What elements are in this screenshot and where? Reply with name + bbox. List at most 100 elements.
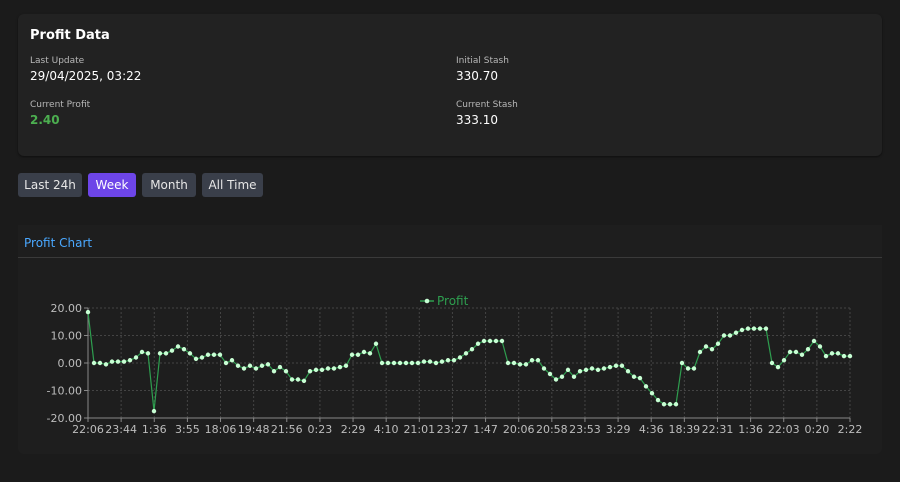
profit-data-point[interactable] <box>355 352 361 357</box>
profit-data-point[interactable] <box>577 369 583 374</box>
profit-data-point[interactable] <box>697 349 703 355</box>
profit-data-point[interactable] <box>565 367 571 373</box>
profit-data-point[interactable] <box>259 363 265 368</box>
profit-data-point[interactable] <box>361 349 367 355</box>
profit-data-point[interactable] <box>199 355 205 360</box>
profit-data-point[interactable] <box>289 377 295 382</box>
profit-data-point[interactable] <box>127 358 133 363</box>
profit-data-point[interactable] <box>493 338 499 344</box>
profit-data-point[interactable] <box>553 377 559 382</box>
profit-data-point[interactable] <box>109 359 115 364</box>
profit-data-point[interactable] <box>469 347 475 352</box>
profit-data-point[interactable] <box>103 362 109 367</box>
profit-data-point[interactable] <box>517 362 523 367</box>
profit-data-point[interactable] <box>229 358 235 363</box>
profit-data-point[interactable] <box>223 360 229 366</box>
profit-data-point[interactable] <box>499 338 505 344</box>
profit-data-point[interactable] <box>685 366 691 371</box>
profit-data-point[interactable] <box>817 344 823 349</box>
profit-data-point[interactable] <box>121 359 127 364</box>
profit-data-point[interactable] <box>709 347 715 352</box>
profit-data-point[interactable] <box>397 360 403 366</box>
profit-data-point[interactable] <box>607 364 613 370</box>
profit-data-point[interactable] <box>439 359 445 364</box>
profit-data-point[interactable] <box>793 349 799 355</box>
profit-data-point[interactable] <box>589 366 595 371</box>
profit-data-point[interactable] <box>181 347 187 352</box>
profit-data-point[interactable] <box>391 360 397 366</box>
profit-data-point[interactable] <box>763 326 769 331</box>
profit-data-point[interactable] <box>679 360 685 366</box>
profit-data-point[interactable] <box>535 358 541 363</box>
profit-data-point[interactable] <box>721 333 727 338</box>
profit-data-point[interactable] <box>241 366 247 371</box>
profit-data-point[interactable] <box>847 353 853 359</box>
profit-data-point[interactable] <box>655 397 661 403</box>
range-button-month[interactable]: Month <box>142 173 196 197</box>
profit-data-point[interactable] <box>265 362 271 367</box>
profit-data-point[interactable] <box>187 351 193 356</box>
profit-data-point[interactable] <box>667 402 673 407</box>
profit-data-point[interactable] <box>787 349 793 355</box>
profit-data-point[interactable] <box>409 360 415 366</box>
profit-data-point[interactable] <box>781 358 787 363</box>
profit-data-point[interactable] <box>313 367 319 373</box>
profit-data-point[interactable] <box>799 352 805 357</box>
profit-data-point[interactable] <box>373 341 379 346</box>
profit-data-point[interactable] <box>415 360 421 366</box>
range-button-last-24h[interactable]: Last 24h <box>18 173 82 197</box>
profit-data-point[interactable] <box>643 384 649 389</box>
profit-data-point[interactable] <box>211 352 217 357</box>
profit-data-point[interactable] <box>139 349 145 355</box>
profit-data-point[interactable] <box>175 344 181 349</box>
profit-data-point[interactable] <box>835 351 841 356</box>
profit-data-point[interactable] <box>649 391 655 396</box>
profit-data-point[interactable] <box>481 338 487 344</box>
profit-data-point[interactable] <box>703 344 709 349</box>
profit-data-point[interactable] <box>487 338 493 344</box>
profit-data-point[interactable] <box>613 363 619 368</box>
profit-data-point[interactable] <box>673 402 679 407</box>
profit-data-point[interactable] <box>115 359 121 364</box>
profit-data-point[interactable] <box>463 351 469 356</box>
range-button-all-time[interactable]: All Time <box>202 173 263 197</box>
chart-legend[interactable]: Profit <box>420 294 469 308</box>
profit-data-point[interactable] <box>505 360 511 366</box>
profit-data-point[interactable] <box>571 374 577 379</box>
profit-data-point[interactable] <box>691 366 697 371</box>
profit-data-point[interactable] <box>379 360 385 366</box>
profit-data-point[interactable] <box>337 364 343 370</box>
profit-data-point[interactable] <box>91 360 97 366</box>
profit-data-point[interactable] <box>529 358 535 363</box>
profit-data-point[interactable] <box>145 351 151 356</box>
profit-data-point[interactable] <box>301 378 307 384</box>
profit-data-point[interactable] <box>757 326 763 331</box>
profit-data-point[interactable] <box>385 360 391 366</box>
profit-data-point[interactable] <box>547 371 553 377</box>
profit-data-point[interactable] <box>295 377 301 382</box>
profit-data-point[interactable] <box>253 366 259 371</box>
profit-data-point[interactable] <box>715 341 721 346</box>
profit-data-point[interactable] <box>331 366 337 371</box>
profit-data-point[interactable] <box>637 375 643 381</box>
profit-data-point[interactable] <box>769 360 775 366</box>
profit-data-point[interactable] <box>421 359 427 364</box>
profit-data-point[interactable] <box>349 352 355 357</box>
profit-data-point[interactable] <box>733 330 739 335</box>
profit-data-point[interactable] <box>751 326 757 331</box>
profit-data-point[interactable] <box>739 327 745 333</box>
profit-data-point[interactable] <box>661 402 667 407</box>
profit-data-point[interactable] <box>307 369 313 374</box>
profit-data-point[interactable] <box>325 366 331 371</box>
profit-data-point[interactable] <box>457 355 463 360</box>
profit-data-point[interactable] <box>811 338 817 344</box>
profit-data-point[interactable] <box>343 363 349 368</box>
profit-data-point[interactable] <box>625 369 631 374</box>
profit-data-point[interactable] <box>133 355 139 360</box>
profit-data-point[interactable] <box>163 351 169 356</box>
profit-data-point[interactable] <box>601 366 607 371</box>
profit-data-point[interactable] <box>445 358 451 363</box>
profit-data-point[interactable] <box>157 351 163 356</box>
profit-data-point[interactable] <box>97 360 103 366</box>
profit-data-point[interactable] <box>247 363 253 368</box>
